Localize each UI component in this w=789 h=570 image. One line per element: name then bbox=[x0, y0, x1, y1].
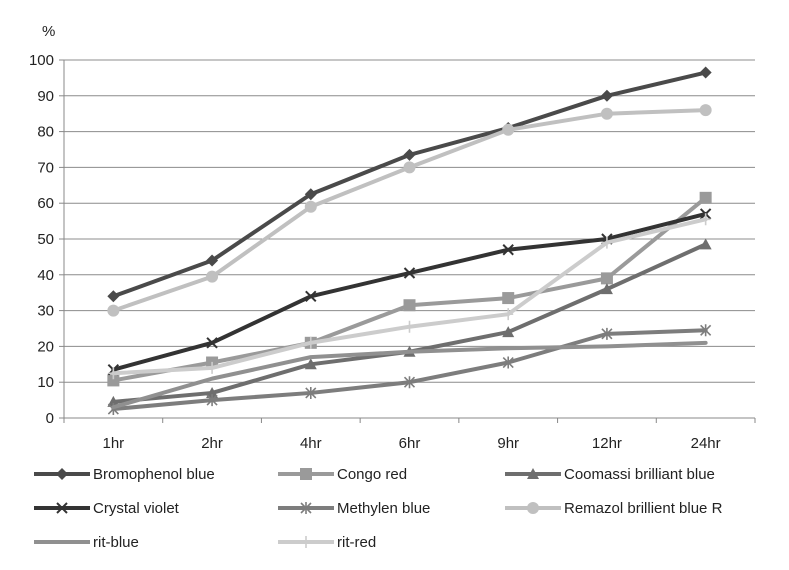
legend: Bromophenol blue Congo red Coomassi brilli… bbox=[34, 466, 723, 551]
data-point bbox=[403, 267, 416, 279]
legend-item-rit-blue: rit-blue bbox=[34, 534, 139, 551]
data-point bbox=[700, 324, 712, 337]
data-point bbox=[304, 358, 317, 370]
x-tick-label: 24hr bbox=[691, 435, 721, 452]
data-point bbox=[206, 386, 219, 398]
y-tick-label: 30 bbox=[37, 303, 54, 320]
data-point bbox=[403, 299, 416, 312]
data-point bbox=[600, 107, 613, 120]
data-point bbox=[502, 123, 515, 136]
legend-item-methylen-blue: Methylen blue bbox=[278, 500, 430, 517]
x-tick-label: 12hr bbox=[592, 435, 622, 452]
x-tick-label: 1hr bbox=[103, 435, 125, 452]
data-point bbox=[502, 356, 514, 369]
data-point bbox=[305, 336, 316, 349]
y-tick-label: 90 bbox=[37, 88, 54, 105]
legend-label: rit-red bbox=[337, 534, 376, 551]
series-line bbox=[111, 70, 708, 299]
x-tick-labels: 1hr 2hr 4hr 6hr 9hr 12hr 24hr bbox=[63, 418, 756, 452]
data-point bbox=[601, 236, 612, 249]
legend-marker bbox=[300, 468, 312, 480]
data-point bbox=[107, 304, 120, 317]
data-point bbox=[699, 104, 712, 117]
series-line bbox=[111, 340, 708, 410]
series-group bbox=[107, 66, 712, 416]
y-tick-label: 80 bbox=[37, 124, 54, 141]
x-tick-label: 9hr bbox=[497, 435, 519, 452]
y-unit-label: % bbox=[42, 23, 55, 40]
legend-marker bbox=[56, 468, 68, 480]
y-tick-label: 60 bbox=[37, 195, 54, 212]
legend-item-bromophenol-blue: Bromophenol blue bbox=[34, 466, 215, 483]
data-point bbox=[206, 254, 219, 267]
series-remazol-brillient-blue-r bbox=[107, 104, 712, 317]
grid-lines bbox=[64, 59, 755, 383]
legend-label: Congo red bbox=[337, 466, 407, 483]
data-point bbox=[600, 89, 613, 102]
legend-label: Coomassi brilliant blue bbox=[564, 466, 715, 483]
legend-marker bbox=[527, 468, 539, 479]
legend-label: Crystal violet bbox=[93, 500, 180, 517]
data-point bbox=[403, 376, 416, 389]
data-point bbox=[503, 308, 514, 321]
data-point bbox=[107, 290, 120, 303]
y-tick-label: 20 bbox=[37, 338, 54, 355]
data-point bbox=[207, 361, 218, 374]
data-point bbox=[502, 326, 515, 338]
legend-item-coomassi-brilliant-blue: Coomassi brilliant blue bbox=[505, 466, 715, 483]
data-point bbox=[206, 394, 218, 407]
data-point bbox=[502, 292, 515, 305]
legend-label: Bromophenol blue bbox=[93, 466, 215, 483]
legend-item-congo-red: Congo red bbox=[278, 466, 407, 483]
y-tick-label: 40 bbox=[37, 267, 54, 284]
y-tick-label: 0 bbox=[46, 410, 54, 427]
data-point bbox=[107, 374, 120, 387]
series-rit-blue bbox=[111, 340, 708, 410]
series-line bbox=[111, 108, 708, 313]
data-point bbox=[403, 161, 416, 174]
data-point bbox=[305, 386, 317, 399]
data-point bbox=[700, 213, 711, 226]
legend-item-rit-red: rit-red bbox=[278, 534, 376, 551]
series-rit-red bbox=[108, 213, 711, 380]
x-tick-label: 4hr bbox=[300, 435, 322, 452]
data-point bbox=[304, 188, 317, 201]
data-point bbox=[502, 244, 514, 256]
data-point bbox=[600, 272, 613, 285]
x-tick-label: 6hr bbox=[399, 435, 421, 452]
series-congo-red bbox=[107, 191, 712, 387]
y-tick-label: 70 bbox=[37, 159, 54, 176]
data-point bbox=[404, 320, 415, 333]
data-point bbox=[601, 327, 613, 340]
x-tick-label: 2hr bbox=[201, 435, 223, 452]
y-tick-label: 10 bbox=[37, 374, 54, 391]
y-tick-labels: 0 10 20 30 40 50 60 70 80 90 100 bbox=[29, 52, 64, 427]
y-tick-label: 50 bbox=[37, 231, 54, 248]
legend-marker bbox=[301, 536, 311, 548]
data-point bbox=[305, 290, 317, 302]
legend-label: rit-blue bbox=[93, 534, 139, 551]
data-point bbox=[403, 148, 416, 161]
legend-marker bbox=[300, 502, 312, 514]
data-point bbox=[206, 270, 219, 283]
legend-marker bbox=[527, 502, 539, 514]
data-point bbox=[107, 395, 120, 407]
data-point bbox=[699, 238, 712, 250]
data-point bbox=[304, 200, 317, 213]
legend-label: Methylen blue bbox=[337, 500, 430, 517]
data-point bbox=[600, 283, 613, 295]
legend-label: Remazol brillient blue R bbox=[564, 500, 723, 517]
legend-marker bbox=[56, 502, 68, 514]
data-point bbox=[699, 191, 712, 204]
data-point bbox=[108, 367, 119, 380]
legend-item-crystal-violet: Crystal violet bbox=[34, 500, 180, 517]
y-tick-label: 100 bbox=[29, 52, 54, 69]
data-point bbox=[699, 66, 712, 79]
legend-item-remazol-brillient-blue-r: Remazol brillient blue R bbox=[505, 500, 723, 517]
data-point bbox=[206, 337, 218, 349]
